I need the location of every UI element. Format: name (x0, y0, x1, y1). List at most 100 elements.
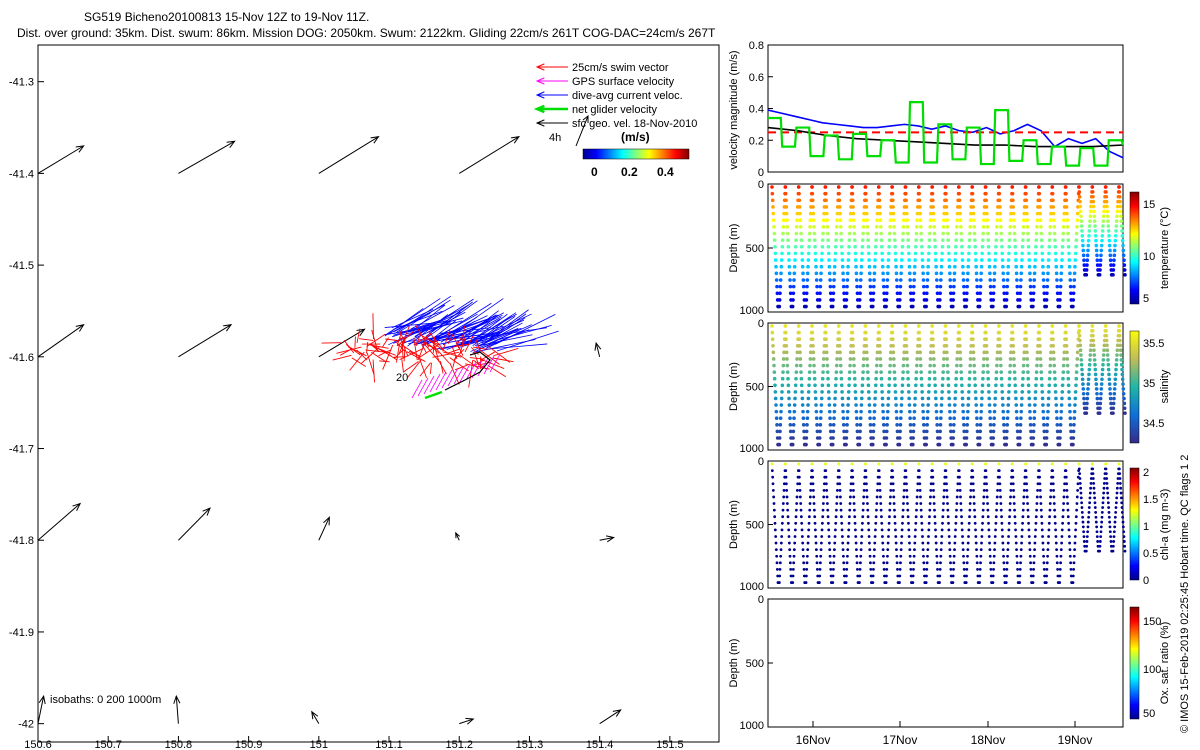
profile-point (1098, 549, 1102, 553)
profile-point (947, 521, 950, 525)
profile-point (787, 535, 791, 538)
profile-point (1026, 244, 1031, 249)
profile-point (1008, 231, 1012, 236)
profile-point (920, 258, 925, 262)
profile-point (978, 581, 981, 584)
profile-point (987, 396, 992, 401)
profile-point (1119, 491, 1123, 495)
profile-point (1053, 508, 1057, 512)
profile-point (1038, 343, 1042, 348)
swim-vector (432, 336, 436, 354)
profile-point (1046, 271, 1050, 276)
profile-point (1115, 486, 1119, 490)
profile-point (778, 291, 782, 296)
profile-point (891, 350, 896, 355)
profile-point (1100, 372, 1105, 377)
profile-point (955, 495, 959, 499)
profile-point (914, 244, 918, 249)
profile-point (813, 258, 818, 262)
profile-point (794, 521, 798, 525)
profile-point (934, 541, 938, 545)
profile-point (863, 324, 868, 328)
profile-point (1065, 488, 1069, 492)
profile-point (970, 185, 974, 189)
profile-point (1074, 528, 1078, 532)
profile-point (1006, 554, 1009, 558)
profile-point (918, 205, 922, 209)
profile-point (853, 258, 858, 262)
dac-vector (461, 318, 501, 342)
profile-point (871, 429, 876, 434)
geo-vector-5 (178, 324, 232, 358)
profile-point (828, 548, 832, 552)
profile-point (1037, 324, 1041, 328)
profile-point (998, 218, 1003, 223)
profile-point (929, 495, 932, 499)
profile-point (828, 278, 832, 282)
profile-point (835, 211, 840, 216)
profile-point (1012, 225, 1017, 229)
profile-point (1074, 238, 1079, 242)
profile-point (946, 244, 951, 249)
profile-point (955, 502, 959, 505)
profile-point (839, 376, 844, 381)
profile-point (807, 376, 812, 381)
profile-point (913, 548, 916, 552)
profile-point (891, 211, 896, 216)
profile-point (939, 271, 943, 276)
profile-point (999, 495, 1002, 499)
profile-point (895, 554, 899, 558)
profile-point (1111, 406, 1116, 411)
profile-point (780, 251, 784, 256)
profile-point (1006, 264, 1011, 269)
profile-point (961, 541, 965, 545)
profile-point (775, 284, 779, 289)
swim-vector (396, 343, 400, 363)
profile-point (868, 278, 872, 282)
profile-point (935, 554, 939, 558)
profile-point (811, 205, 815, 209)
profile-point (959, 508, 963, 512)
profile-point (1053, 376, 1057, 381)
profile-point (1107, 243, 1112, 248)
profile-point (895, 423, 899, 427)
profile-point (1059, 554, 1063, 558)
colorbar-tick-label: 10 (1143, 251, 1155, 263)
profile-point (1112, 258, 1116, 263)
profile-point (1082, 535, 1086, 538)
profile-point (808, 502, 812, 505)
profile-point (1123, 411, 1127, 415)
time-tick-label: 16Nov (796, 733, 831, 747)
profile-point (995, 211, 1000, 216)
profile-point (1062, 211, 1067, 216)
profile-point (1062, 502, 1066, 505)
profile-point (906, 390, 911, 394)
profile-point (804, 442, 808, 447)
profile-point (927, 376, 932, 381)
profile-point (1035, 357, 1040, 361)
profile-point (781, 225, 786, 229)
profile-point (868, 554, 872, 558)
profile-point (899, 264, 904, 269)
profile-point (1033, 264, 1037, 269)
profile-point (894, 409, 899, 414)
profile-point (1018, 423, 1023, 427)
profile-point (901, 521, 904, 525)
profile-point (1024, 462, 1027, 466)
profile-point (919, 363, 923, 368)
profile-point (906, 383, 911, 388)
profile-point (806, 390, 811, 394)
profile-point (1081, 515, 1085, 519)
profile-point (930, 462, 934, 466)
profile-point (994, 383, 998, 388)
profile-point (1033, 396, 1038, 401)
geo-vector-8 (37, 503, 81, 541)
profile-point (772, 376, 777, 381)
profile-point (794, 238, 798, 242)
colorbar-tick-label: 150 (1143, 616, 1161, 628)
profile-point (953, 390, 958, 394)
profile-point (969, 488, 973, 492)
profile-point (839, 502, 843, 505)
profile-point (906, 238, 910, 242)
profile-point (1120, 511, 1124, 514)
